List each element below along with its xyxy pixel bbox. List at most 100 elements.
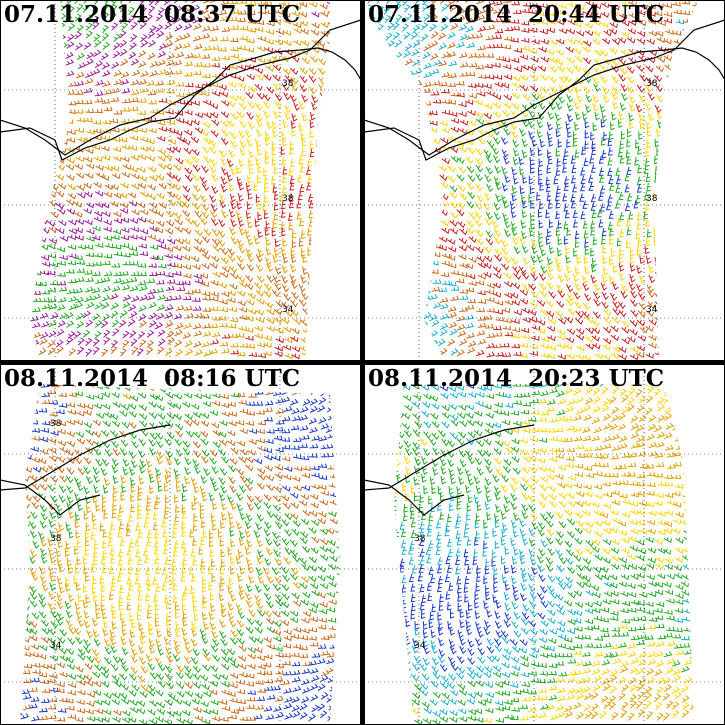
wind-barb: [275, 663, 285, 669]
wind-barb: [337, 668, 340, 676]
wind-barb: [457, 330, 467, 337]
wind-barb: [529, 165, 535, 174]
wind-barb: [130, 459, 138, 469]
wind-barb: [4, 220, 11, 227]
wind-barb: [30, 245, 39, 252]
wind-barb: [475, 229, 484, 238]
wind-barb: [612, 386, 620, 395]
wind-barb: [420, 135, 429, 142]
wind-barb: [5, 256, 13, 262]
wind-barb: [592, 3, 602, 10]
wind-barb: [128, 450, 136, 459]
wind-barb: [182, 194, 191, 202]
wind-barb: [219, 15, 229, 22]
wind-barb: [111, 464, 119, 474]
wind-barb: [164, 21, 173, 30]
wind-barb: [48, 519, 55, 528]
wind-barb: [100, 175, 110, 181]
wind-barb: [378, 108, 388, 114]
wind-barb: [503, 272, 512, 280]
wind-barb: [209, 194, 217, 204]
wind-barb: [615, 184, 621, 193]
wind-barb: [438, 245, 447, 251]
wind-barb: [239, 530, 245, 540]
wind-barb: [511, 92, 520, 100]
wind-barb: [219, 307, 229, 313]
wind-barb: [580, 175, 586, 185]
wind-barb: [83, 565, 88, 575]
wind-barb: [292, 582, 301, 590]
wind-barb: [21, 37, 29, 42]
wind-barb: [129, 285, 139, 292]
wind-barb: [289, 573, 298, 581]
wind-barb: [405, 172, 414, 179]
wind-barb: [346, 75, 353, 82]
wind-barb: [693, 325, 699, 331]
wind-barb: [209, 410, 219, 417]
wind-barb: [354, 397, 360, 404]
wind-barb: [510, 221, 517, 231]
wind-barb: [412, 236, 421, 243]
wind-barb: [228, 714, 238, 720]
wind-barb: [211, 119, 220, 127]
wind-barb: [238, 307, 248, 313]
wind-barb: [635, 283, 643, 293]
wind-barb: [693, 264, 699, 272]
wind-barb: [219, 582, 225, 592]
coastline: [0, 424, 171, 491]
wind-barb: [538, 46, 547, 53]
wind-barb: [547, 345, 556, 351]
wind-barb: [327, 103, 330, 113]
wind-barb: [229, 317, 239, 323]
wind-barb: [513, 66, 523, 73]
wind-barb: [447, 386, 457, 392]
wind-barb: [131, 183, 140, 190]
wind-barb: [192, 450, 201, 458]
wind-barb: [4, 466, 12, 470]
wind-barb: [247, 292, 256, 300]
wind-barb: [485, 211, 493, 220]
wind-barb: [245, 38, 255, 44]
wind-barb: [432, 176, 441, 183]
wind-barb: [711, 148, 718, 155]
wind-barb: [201, 146, 210, 154]
wind-barb: [58, 522, 65, 532]
wind-barb: [173, 457, 181, 466]
wind-barb: [385, 32, 393, 41]
wind-barb: [238, 281, 248, 289]
wind-barb: [218, 84, 227, 91]
wind-barb: [23, 678, 32, 684]
wind-barb: [325, 182, 330, 192]
wind-barb: [540, 86, 549, 94]
wind-barb: [20, 679, 21, 685]
wind-barb: [430, 40, 439, 48]
wind-barb: [164, 474, 171, 484]
wind-barb: [263, 610, 272, 618]
wind-barb: [156, 30, 165, 39]
wind-barb: [335, 308, 342, 314]
wind-barb: [628, 120, 634, 130]
wind-barb: [299, 653, 309, 658]
wind-barb: [556, 328, 566, 336]
wind-barb: [102, 529, 107, 538]
wind-barb: [548, 291, 557, 299]
wind-barb: [546, 27, 555, 34]
wind-barb: [298, 101, 306, 111]
wind-barb: [86, 438, 95, 446]
wind-barb: [201, 519, 206, 529]
wind-barb: [529, 185, 535, 195]
wind-barb: [439, 322, 449, 330]
wind-barb: [607, 137, 613, 147]
wind-barb: [354, 425, 361, 431]
wind-barb: [227, 656, 237, 664]
wind-barb: [494, 165, 502, 174]
wind-barb: [201, 683, 210, 691]
wind-barb: [40, 428, 50, 433]
wind-barb: [84, 117, 93, 123]
wind-barb: [13, 254, 21, 260]
wind-barb: [718, 323, 725, 327]
wind-barb: [2, 274, 10, 279]
wind-barb: [549, 86, 558, 94]
wind-barb: [328, 599, 337, 606]
wind-barb: [392, 271, 402, 277]
